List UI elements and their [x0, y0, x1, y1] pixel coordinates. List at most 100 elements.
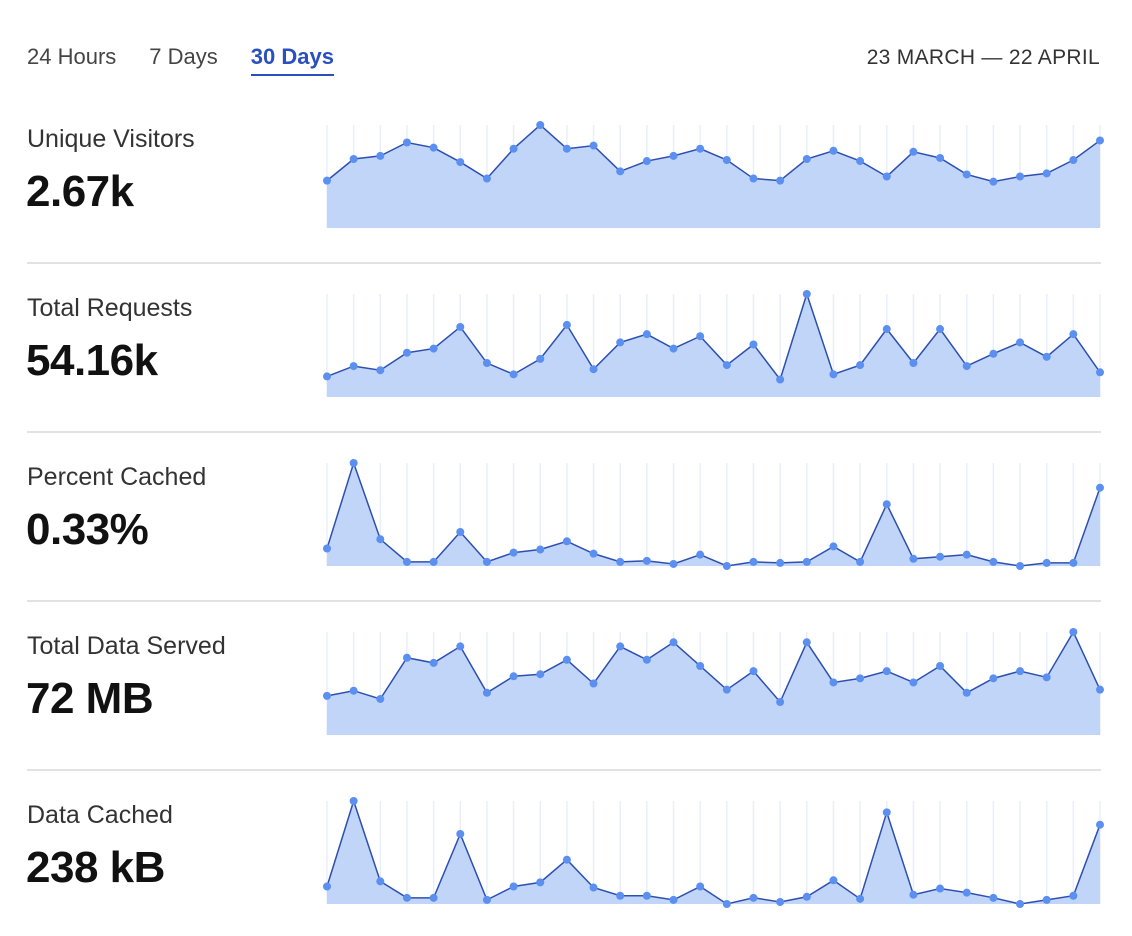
data-point[interactable] [802, 892, 811, 901]
data-point[interactable] [323, 882, 331, 891]
data-point[interactable] [376, 877, 385, 886]
data-point[interactable] [989, 177, 998, 186]
data-point[interactable] [429, 658, 438, 667]
data-point[interactable] [696, 882, 705, 891]
data-point[interactable] [616, 642, 625, 651]
data-point[interactable] [429, 557, 438, 566]
data-point[interactable] [482, 557, 491, 566]
data-point[interactable] [376, 366, 385, 375]
data-point[interactable] [696, 332, 705, 341]
data-point[interactable] [776, 176, 785, 185]
data-point[interactable] [829, 678, 838, 687]
data-point[interactable] [962, 888, 971, 897]
data-point[interactable] [749, 893, 758, 902]
data-point[interactable] [376, 694, 385, 703]
data-point[interactable] [509, 370, 518, 379]
data-point[interactable] [1096, 136, 1104, 145]
data-point[interactable] [1096, 368, 1104, 377]
data-point[interactable] [1096, 483, 1104, 492]
data-point[interactable] [1042, 169, 1051, 178]
data-point[interactable] [1042, 673, 1051, 682]
data-point[interactable] [909, 890, 918, 899]
data-point[interactable] [376, 535, 385, 544]
data-point[interactable] [642, 330, 651, 339]
data-point[interactable] [909, 554, 918, 563]
data-point[interactable] [1069, 628, 1078, 636]
data-point[interactable] [456, 829, 465, 838]
data-point[interactable] [882, 172, 891, 181]
data-point[interactable] [749, 174, 758, 183]
data-point[interactable] [349, 459, 358, 467]
data-point[interactable] [349, 686, 358, 695]
data-point[interactable] [962, 170, 971, 179]
data-point[interactable] [989, 557, 998, 566]
data-point[interactable] [749, 557, 758, 566]
data-point[interactable] [616, 557, 625, 566]
data-point[interactable] [402, 653, 411, 662]
data-point[interactable] [669, 151, 678, 160]
data-point[interactable] [456, 322, 465, 331]
data-point[interactable] [1016, 900, 1025, 908]
data-point[interactable] [936, 153, 945, 162]
data-point[interactable] [856, 674, 865, 683]
data-point[interactable] [669, 895, 678, 904]
data-point[interactable] [829, 370, 838, 379]
data-point[interactable] [1096, 820, 1104, 829]
data-point[interactable] [989, 674, 998, 683]
data-point[interactable] [642, 891, 651, 900]
data-point[interactable] [589, 141, 598, 150]
data-point[interactable] [909, 359, 918, 368]
data-point[interactable] [776, 698, 785, 707]
data-point[interactable] [642, 556, 651, 565]
data-point[interactable] [482, 359, 491, 368]
data-point[interactable] [856, 557, 865, 566]
data-point[interactable] [1016, 667, 1025, 676]
data-point[interactable] [562, 537, 571, 546]
data-point[interactable] [1069, 156, 1078, 165]
data-point[interactable] [509, 882, 518, 891]
data-point[interactable] [856, 361, 865, 370]
data-point[interactable] [936, 884, 945, 893]
data-point[interactable] [962, 688, 971, 697]
data-point[interactable] [776, 897, 785, 906]
data-point[interactable] [749, 340, 758, 349]
data-point[interactable] [1042, 352, 1051, 361]
data-point[interactable] [856, 894, 865, 903]
data-point[interactable] [829, 542, 838, 551]
data-point[interactable] [536, 878, 545, 887]
data-point[interactable] [882, 808, 891, 817]
data-point[interactable] [642, 655, 651, 664]
data-point[interactable] [456, 642, 465, 651]
data-point[interactable] [589, 549, 598, 558]
data-point[interactable] [722, 562, 731, 570]
data-point[interactable] [722, 156, 731, 165]
data-point[interactable] [509, 672, 518, 681]
data-point[interactable] [402, 138, 411, 147]
data-point[interactable] [722, 685, 731, 694]
data-point[interactable] [429, 893, 438, 902]
data-point[interactable] [829, 876, 838, 885]
data-point[interactable] [882, 325, 891, 334]
data-point[interactable] [562, 655, 571, 664]
data-point[interactable] [323, 176, 331, 185]
data-point[interactable] [482, 174, 491, 183]
data-point[interactable] [962, 362, 971, 371]
data-point[interactable] [536, 545, 545, 554]
data-point[interactable] [936, 325, 945, 334]
tab-7-days[interactable]: 7 Days [149, 44, 218, 69]
data-point[interactable] [456, 158, 465, 167]
data-point[interactable] [376, 151, 385, 160]
data-point[interactable] [402, 348, 411, 357]
data-point[interactable] [509, 548, 518, 557]
data-point[interactable] [962, 550, 971, 559]
data-point[interactable] [936, 661, 945, 670]
data-point[interactable] [776, 558, 785, 567]
data-point[interactable] [536, 670, 545, 679]
data-point[interactable] [456, 528, 465, 537]
data-point[interactable] [1016, 172, 1025, 181]
data-point[interactable] [829, 146, 838, 155]
data-point[interactable] [616, 338, 625, 347]
data-point[interactable] [349, 362, 358, 371]
data-point[interactable] [562, 320, 571, 329]
data-point[interactable] [722, 900, 731, 908]
